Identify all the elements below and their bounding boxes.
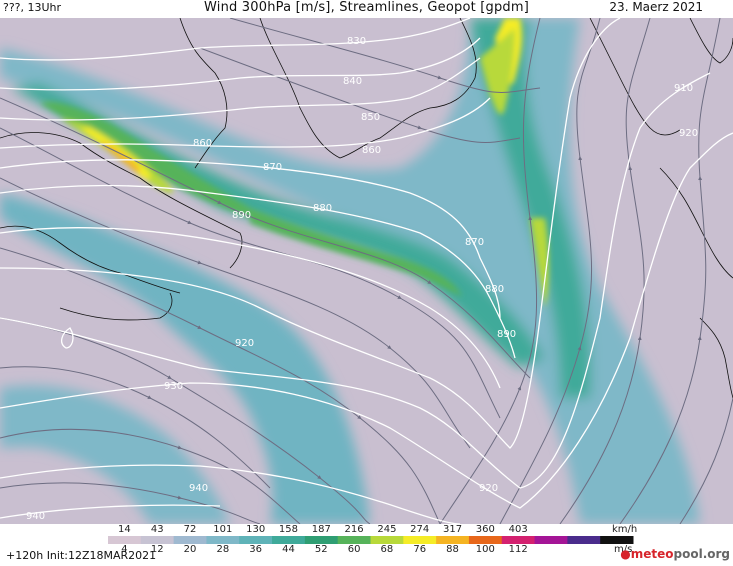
logo-icon: ●: [620, 547, 631, 561]
legend-ms-label: 112: [508, 544, 528, 555]
color-legend: 14 43 72 101 130 158 187 216 245 274 317 360 403 4 12 2…: [0, 524, 733, 566]
legend-kmh-label: 101: [213, 524, 233, 535]
contour-labels: 830 840 850 860 860 870 880 890 870 880 …: [26, 36, 698, 522]
legend-ms-unit: m/s: [614, 544, 633, 555]
legend-swatch: [403, 536, 437, 544]
legend-kmh-label: 43: [150, 524, 164, 535]
legend-ms-label: 36: [249, 544, 263, 555]
legend-swatch: [600, 536, 634, 544]
contour-label: 850: [361, 112, 380, 123]
contour-label: 940: [26, 511, 45, 522]
map-title: Wind 300hPa [m/s], Streamlines, Geopot […: [204, 0, 529, 15]
legend-ms-label: 100: [475, 544, 495, 555]
legend-kmh-label: 14: [118, 524, 131, 535]
legend-kmh-label: 317: [442, 524, 463, 535]
legend-swatch: [468, 536, 503, 544]
contour-label: 920: [479, 483, 498, 494]
legend-swatch: [567, 536, 601, 544]
streamlines: [0, 18, 733, 524]
legend-ms-label: 52: [314, 544, 328, 555]
init-time: Init:12Z18MAR2021: [46, 549, 157, 562]
legend-kmh-label: 274: [410, 524, 430, 535]
legend-kmh-label: 187: [311, 524, 331, 535]
contour-label: 870: [263, 162, 282, 173]
legend-swatch: [206, 536, 240, 544]
meteopool-logo[interactable]: ●meteopool.org: [620, 547, 730, 561]
contour-label: 910: [674, 83, 693, 94]
logo-org: .org: [702, 547, 730, 561]
legend-ms-label: 4: [121, 544, 128, 555]
legend-kmh-label: 245: [377, 524, 397, 535]
legend-kmh-label: 403: [508, 524, 528, 535]
legend-kmh-label: 360: [475, 524, 495, 535]
legend-ms-label: 28: [216, 544, 230, 555]
time-label: ???, 13Uhr: [3, 1, 62, 14]
contour-label: 940: [189, 483, 208, 494]
contour-label: 880: [313, 203, 332, 214]
legend-color-bar: [108, 536, 634, 544]
contour-label: 930: [164, 381, 183, 392]
legend-swatch: [534, 536, 568, 544]
legend-kmh-unit: km/h: [612, 524, 638, 535]
legend-swatch: [108, 536, 142, 544]
legend-swatch: [337, 536, 371, 544]
footer-info: +120h Init:12Z18MAR2021: [6, 549, 156, 562]
title-bar: ???, 13Uhr Wind 300hPa [m/s], Streamline…: [0, 0, 733, 18]
legend-swatch: [436, 536, 470, 544]
legend-kmh-label: 72: [183, 524, 197, 535]
legend-ms-label: 68: [380, 544, 394, 555]
legend-kmh-label: 216: [344, 524, 364, 535]
date-label: 23. Maerz 2021: [609, 0, 703, 14]
contour-label: 870: [465, 237, 484, 248]
legend-ms-label: 20: [183, 544, 197, 555]
legend-ms-label: 88: [446, 544, 459, 555]
legend-ms-label: 12: [150, 544, 164, 555]
contour-label: 830: [347, 36, 366, 47]
legend-swatch: [140, 536, 175, 544]
contour-label: 860: [362, 145, 381, 156]
legend-swatch: [304, 536, 339, 544]
contour-label: 880: [485, 284, 504, 295]
legend-ms-label: 44: [282, 544, 295, 555]
legend-swatch: [239, 536, 273, 544]
geopotential-contours: [0, 18, 733, 524]
contour-label: 860: [193, 138, 212, 149]
legend-swatch: [272, 536, 306, 544]
legend-kmh-label: 158: [278, 524, 299, 535]
legend-swatch: [501, 536, 536, 544]
legend-swatch: [370, 536, 404, 544]
forecast-hour: +120h: [6, 549, 44, 562]
contour-label: 890: [497, 329, 516, 340]
legend-ms-label: 60: [347, 544, 361, 555]
wind-map: 830 840 850 860 860 870 880 890 870 880 …: [0, 18, 733, 524]
contour-label: 920: [235, 338, 254, 349]
legend-kmh-label: 130: [246, 524, 266, 535]
contour-label: 840: [343, 76, 362, 87]
legend-ms-label: 76: [413, 544, 427, 555]
legend-swatch: [173, 536, 207, 544]
logo-pool: pool: [673, 547, 703, 561]
contour-label: 890: [232, 210, 251, 221]
contour-label: 920: [679, 128, 698, 139]
logo-meteo: meteo: [630, 547, 674, 561]
